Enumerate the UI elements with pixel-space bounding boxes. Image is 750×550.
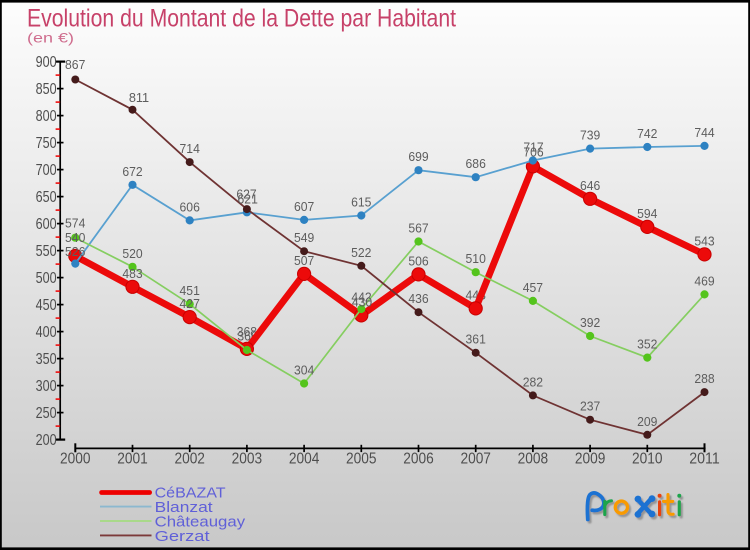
svg-text:CéBAZAT: CéBAZAT — [155, 485, 226, 502]
svg-text:867: 867 — [65, 57, 85, 72]
svg-text:Gerzat: Gerzat — [155, 528, 211, 545]
svg-text:2001: 2001 — [117, 451, 148, 468]
svg-text:567: 567 — [408, 221, 428, 236]
svg-text:288: 288 — [694, 371, 714, 386]
svg-text:237: 237 — [580, 399, 600, 414]
svg-text:506: 506 — [408, 253, 428, 268]
svg-text:442: 442 — [351, 290, 371, 305]
svg-text:714: 714 — [180, 141, 200, 156]
svg-text:304: 304 — [294, 363, 314, 378]
svg-text:436: 436 — [408, 291, 428, 306]
svg-text:282: 282 — [523, 374, 543, 389]
svg-text:744: 744 — [694, 125, 714, 140]
svg-text:352: 352 — [637, 337, 657, 352]
svg-text:430: 430 — [352, 295, 372, 310]
svg-text:451: 451 — [180, 283, 200, 298]
svg-text:2008: 2008 — [518, 451, 549, 468]
svg-text:811: 811 — [129, 90, 149, 105]
svg-text:522: 522 — [351, 245, 371, 260]
svg-text:510: 510 — [466, 251, 486, 266]
svg-text:594: 594 — [637, 206, 657, 221]
svg-text:209: 209 — [637, 414, 657, 429]
svg-text:706: 706 — [523, 145, 543, 160]
svg-text:483: 483 — [122, 266, 142, 281]
svg-text:(en €): (en €) — [27, 31, 74, 46]
svg-text:520: 520 — [122, 246, 142, 261]
svg-text:650: 650 — [36, 189, 57, 206]
svg-text:2006: 2006 — [403, 451, 434, 468]
svg-text:2011: 2011 — [689, 451, 720, 468]
svg-text:Blanzat: Blanzat — [155, 499, 214, 516]
svg-text:700: 700 — [36, 162, 57, 179]
svg-text:2000: 2000 — [60, 451, 91, 468]
svg-text:526: 526 — [65, 244, 85, 259]
svg-text:500: 500 — [36, 270, 57, 287]
svg-text:392: 392 — [580, 315, 600, 330]
svg-text:427: 427 — [180, 296, 200, 311]
svg-text:672: 672 — [122, 164, 142, 179]
svg-text:200: 200 — [36, 432, 57, 449]
svg-text:2003: 2003 — [232, 451, 263, 468]
svg-text:621: 621 — [238, 191, 258, 206]
svg-text:574: 574 — [65, 215, 85, 230]
svg-text:550: 550 — [36, 243, 57, 260]
svg-text:699: 699 — [408, 149, 428, 164]
svg-text:615: 615 — [351, 195, 371, 210]
svg-text:400: 400 — [36, 324, 57, 341]
svg-text:742: 742 — [637, 126, 657, 141]
svg-text:Evolution du Montant de la Det: Evolution du Montant de la Dette par Hab… — [27, 4, 456, 32]
svg-text:2005: 2005 — [346, 451, 377, 468]
svg-text:2004: 2004 — [289, 451, 320, 468]
svg-text:900: 900 — [36, 54, 57, 71]
svg-text:2002: 2002 — [174, 451, 205, 468]
svg-text:Châteaugay: Châteaugay — [155, 514, 246, 531]
svg-text:543: 543 — [694, 233, 714, 248]
svg-text:549: 549 — [294, 230, 314, 245]
svg-text:717: 717 — [523, 139, 543, 154]
svg-text:300: 300 — [36, 378, 57, 395]
svg-text:450: 450 — [36, 297, 57, 314]
svg-text:469: 469 — [694, 273, 714, 288]
svg-text:646: 646 — [580, 178, 600, 193]
svg-text:686: 686 — [466, 156, 486, 171]
svg-text:2009: 2009 — [575, 451, 606, 468]
svg-text:507: 507 — [294, 253, 314, 268]
svg-text:350: 350 — [36, 351, 57, 368]
svg-text:850: 850 — [36, 81, 57, 98]
svg-text:750: 750 — [36, 135, 57, 152]
svg-text:457: 457 — [523, 280, 543, 295]
svg-text:606: 606 — [180, 199, 200, 214]
svg-text:361: 361 — [466, 332, 486, 347]
svg-text:2010: 2010 — [632, 451, 663, 468]
svg-text:368: 368 — [237, 324, 257, 339]
svg-text:250: 250 — [36, 405, 57, 422]
svg-text:540: 540 — [65, 230, 85, 245]
svg-text:739: 739 — [580, 128, 600, 143]
svg-text:2007: 2007 — [460, 451, 491, 468]
svg-text:607: 607 — [294, 199, 314, 214]
svg-text:600: 600 — [36, 216, 57, 233]
svg-text:800: 800 — [36, 108, 57, 125]
svg-text:627: 627 — [236, 187, 256, 202]
